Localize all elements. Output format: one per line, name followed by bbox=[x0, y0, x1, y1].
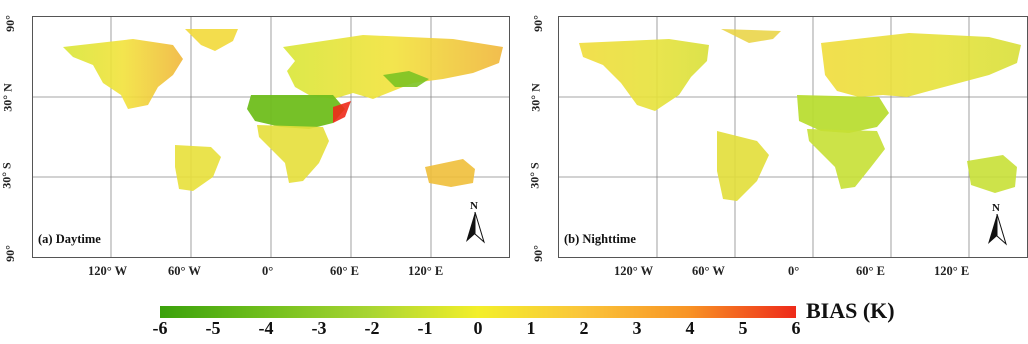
lat-label-30s: 30° S bbox=[527, 162, 542, 189]
lat-label-30n: 30° N bbox=[0, 83, 15, 112]
south-america-shape bbox=[717, 131, 769, 201]
lon-label-0: 0° bbox=[788, 264, 800, 278]
south-america-shape bbox=[175, 145, 221, 191]
lon-label-120e: 120° E bbox=[408, 264, 444, 278]
colorbar-title: BIAS (K) bbox=[806, 298, 895, 323]
nighttime-map-svg bbox=[559, 17, 1027, 257]
colorbar-tick: 5 bbox=[738, 318, 748, 338]
daytime-panel: 90° 30° N 30° S 90° bbox=[0, 0, 520, 290]
nighttime-panel-title: (b) Nighttime bbox=[562, 232, 638, 247]
daytime-panel-title: (a) Daytime bbox=[36, 232, 103, 247]
colorbar-tick: 4 bbox=[685, 318, 695, 338]
lon-label-60e: 60° E bbox=[330, 264, 359, 278]
nighttime-map bbox=[558, 16, 1028, 258]
lat-label-90n: 90° bbox=[530, 15, 545, 32]
colorbar-tick: 2 bbox=[579, 318, 589, 338]
north-arrow-label: N bbox=[992, 202, 1000, 214]
greenland-shape bbox=[721, 29, 781, 43]
colorbar-tick: -2 bbox=[364, 318, 380, 338]
lon-label-120e: 120° E bbox=[934, 264, 970, 278]
colorbar-tick: 1 bbox=[526, 318, 536, 338]
lon-label-60e: 60° E bbox=[856, 264, 885, 278]
colorbar-tick: -4 bbox=[258, 318, 274, 338]
australia-shape bbox=[967, 155, 1017, 193]
lat-label-90s: 90° bbox=[530, 245, 545, 262]
lon-label-0: 0° bbox=[262, 264, 274, 278]
lon-label-60w: 60° W bbox=[692, 264, 725, 278]
australia-shape bbox=[425, 159, 475, 187]
lon-label-60w: 60° W bbox=[168, 264, 201, 278]
lat-label-30s: 30° S bbox=[0, 162, 14, 189]
daytime-map-svg bbox=[33, 17, 509, 257]
colorbar-tick: -6 bbox=[152, 318, 168, 338]
lat-label-90s: 90° bbox=[2, 245, 17, 262]
lon-label-120w: 120° W bbox=[614, 264, 654, 278]
sahara-shape bbox=[797, 95, 889, 133]
daytime-map bbox=[32, 16, 510, 258]
north-arrow-icon bbox=[988, 214, 1007, 246]
colorbar-tick: -5 bbox=[205, 318, 221, 338]
africa-shape bbox=[807, 129, 885, 189]
colorbar-tick: -3 bbox=[311, 318, 327, 338]
nighttime-panel: 90° 30° N 30° S 90° (b) Nighttime bbox=[520, 0, 1028, 290]
lon-label-120w: 120° W bbox=[88, 264, 128, 278]
lat-label-90n: 90° bbox=[2, 15, 17, 32]
north-arrow-icon bbox=[466, 212, 485, 244]
colorbar-tick: 0 bbox=[473, 318, 483, 338]
eurasia-shape bbox=[821, 33, 1021, 97]
north-america-shape bbox=[63, 39, 183, 109]
lat-label-30n: 30° N bbox=[528, 83, 543, 112]
sahara-shape bbox=[247, 95, 345, 129]
colorbar-tick: 6 bbox=[791, 318, 801, 338]
eurasia-shape bbox=[283, 35, 503, 99]
north-america-shape bbox=[579, 39, 709, 111]
colorbar-tick: 3 bbox=[632, 318, 642, 338]
africa-shape bbox=[257, 125, 329, 183]
north-arrow-label: N bbox=[470, 200, 478, 212]
arabia-hotspot-shape bbox=[333, 101, 351, 123]
greenland-shape bbox=[185, 29, 238, 51]
colorbar-tick: -1 bbox=[417, 318, 433, 338]
bias-colorbar bbox=[160, 306, 796, 318]
central-asia-shape bbox=[383, 71, 429, 87]
